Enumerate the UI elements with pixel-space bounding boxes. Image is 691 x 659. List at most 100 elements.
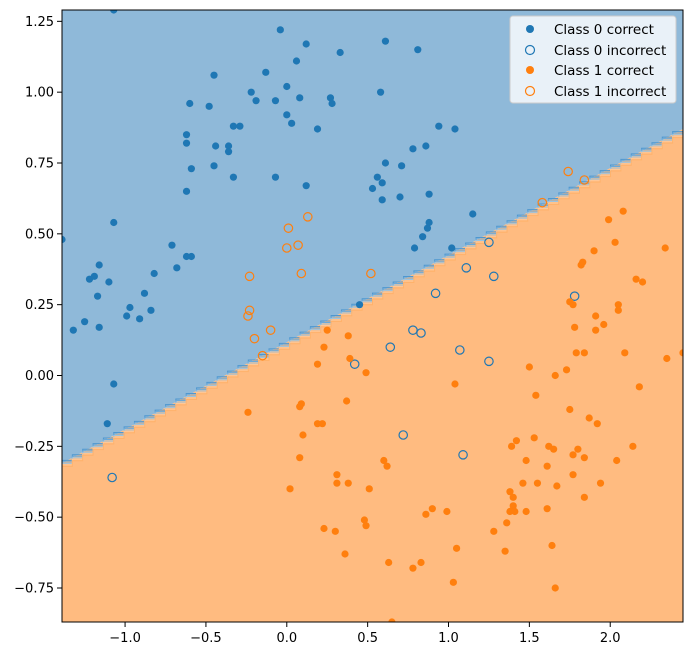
- scatter-point-filled: [512, 437, 521, 445]
- scatter-point-filled: [229, 122, 238, 130]
- scatter-point-hollow: [349, 359, 360, 369]
- scatter-point-filled: [503, 519, 511, 527]
- scatter-point-filled: [533, 479, 542, 487]
- scatter-point-filled: [611, 238, 619, 246]
- scatter-point-filled: [93, 292, 102, 300]
- scatter-point-filled: [409, 564, 417, 572]
- region-class0: [62, 10, 683, 464]
- scatter-point-filled: [302, 182, 310, 190]
- scatter-point-filled: [532, 391, 540, 399]
- scatter-point-filled: [562, 366, 571, 374]
- scatter-point-filled: [507, 442, 516, 450]
- scatter-point-filled: [383, 462, 391, 470]
- y-tick-label: −0.75: [14, 582, 54, 597]
- scatter-point-hollow: [484, 237, 494, 248]
- scatter-point-filled: [469, 210, 477, 218]
- x-tick-label: 2.0: [600, 631, 621, 646]
- scatter-point-filled: [543, 462, 551, 470]
- region-class1: [62, 129, 683, 622]
- scatter-point-hollow: [488, 271, 499, 282]
- scatter-point-filled: [614, 306, 622, 314]
- scatter-point-filled: [428, 505, 436, 513]
- scatter-point-filled: [663, 354, 671, 363]
- scatter-point-filled: [292, 57, 301, 65]
- boundary-contour-line: [62, 130, 683, 466]
- scatter-point-filled: [579, 258, 587, 266]
- y-tick-label: 1.00: [25, 86, 54, 101]
- scatter-point-filled: [417, 558, 425, 567]
- scatter-point-hollow: [296, 268, 307, 279]
- scatter-point-filled: [328, 99, 336, 108]
- legend-label: Class 0 correct: [554, 22, 654, 38]
- scatter-point-hollow: [249, 333, 260, 344]
- legend-label: Class 1 correct: [554, 63, 654, 79]
- scatter-point-filled: [283, 82, 291, 91]
- scatter-point-filled: [543, 505, 551, 513]
- scatter-point-filled: [210, 71, 218, 79]
- scatter-point-filled: [380, 456, 388, 465]
- scatter-point-filled: [313, 360, 322, 368]
- scatter-point-filled: [373, 173, 381, 181]
- scatter-point-filled: [388, 618, 396, 622]
- scatter-point-filled: [182, 139, 191, 147]
- scatter-point-filled: [506, 488, 514, 496]
- x-tick-label: 1.0: [438, 631, 459, 646]
- scatter-point-filled: [360, 516, 369, 524]
- scatter-point-filled: [398, 162, 406, 170]
- scatter-point-filled: [262, 68, 270, 76]
- scatter-point-filled: [590, 247, 598, 255]
- scatter-point-hollow: [366, 268, 376, 279]
- scatter-point-filled: [365, 485, 373, 493]
- scatter-point-filled: [378, 179, 386, 187]
- scatter-point-filled: [385, 558, 393, 567]
- scatter-point-filled: [123, 312, 131, 320]
- scatter-point-filled: [435, 122, 443, 130]
- y-tick-label: 0.75: [25, 157, 54, 172]
- scatter-point-filled: [343, 397, 351, 405]
- scatter-point-filled: [271, 173, 280, 181]
- scatter-point-filled: [229, 173, 238, 181]
- scatter-point-filled: [147, 306, 155, 314]
- y-tick-label: −0.50: [14, 511, 54, 526]
- scatter-point-filled: [186, 99, 194, 108]
- scatter-point-filled: [422, 142, 430, 150]
- scatter-point-filled: [90, 272, 98, 280]
- scatter-point-hollow: [243, 311, 253, 321]
- scatter-point-filled: [276, 26, 284, 34]
- scatter-point-filled: [271, 97, 280, 105]
- scatter-point-filled: [205, 102, 213, 110]
- legend-item-class0-correct: Class 0 correct: [526, 22, 654, 38]
- scatter-point-hollow: [385, 342, 396, 352]
- scatter-point-filled: [236, 122, 244, 130]
- legend-label: Class 1 incorrect: [554, 84, 666, 100]
- scatter-point-filled: [296, 454, 304, 462]
- scatter-point-hollow: [569, 291, 580, 301]
- scatter-point-filled: [105, 278, 113, 286]
- scatter-point-filled: [593, 420, 601, 428]
- scatter-point-filled: [182, 252, 191, 261]
- scatter-point-filled: [621, 349, 629, 357]
- legend-marker-filled-blue: [526, 25, 534, 33]
- scatter-point-filled: [95, 261, 103, 269]
- scatter-point-filled: [313, 125, 322, 133]
- scatter-point-filled: [296, 94, 304, 102]
- y-tick-label: −0.25: [14, 440, 54, 455]
- scatter-point-filled: [569, 471, 577, 479]
- scatter-point-filled: [448, 244, 456, 252]
- x-tick-label: −0.5: [190, 631, 222, 646]
- scatter-point-filled: [580, 349, 588, 357]
- data-points: [62, 10, 683, 622]
- scatter-point-filled: [210, 162, 218, 170]
- scatter-point-filled: [409, 145, 417, 153]
- scatter-point-filled: [331, 527, 339, 535]
- scatter-point-filled: [619, 207, 627, 215]
- scatter-point-filled: [247, 88, 255, 96]
- scatter-point-hollow: [244, 305, 255, 316]
- scatter-point-filled: [95, 323, 103, 331]
- scatter-point-filled: [283, 111, 291, 119]
- scatter-point-filled: [110, 218, 118, 227]
- scatter-point-filled: [551, 584, 559, 592]
- scatter-point-filled: [318, 420, 326, 428]
- boundary-contour-line: [62, 126, 683, 461]
